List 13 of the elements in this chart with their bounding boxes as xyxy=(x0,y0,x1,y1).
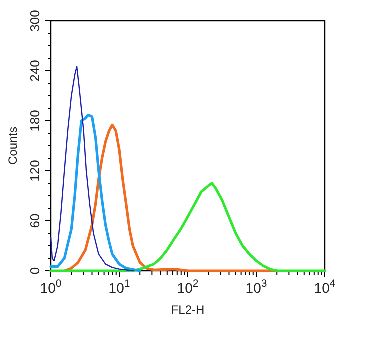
y-tick-label: 300 xyxy=(28,10,43,32)
x-tick-label: 10$^{1}$ xyxy=(108,278,130,296)
x-tick-label: 10$^{2}$ xyxy=(177,278,199,296)
y-tick-label: 60 xyxy=(28,214,43,228)
x-tick-label: 10$^{3}$ xyxy=(246,278,268,296)
x-axis-title: FL2-H xyxy=(171,303,205,317)
y-tick-label: 0 xyxy=(28,267,43,275)
y-tick-label: 120 xyxy=(28,160,43,182)
y-axis-title: Counts xyxy=(6,126,20,166)
y-tick-label: 240 xyxy=(28,60,43,82)
y-tick-label: 180 xyxy=(28,110,43,132)
x-tick-label: 10$^{4}$ xyxy=(314,278,336,296)
x-tick-label: 10$^{0}$ xyxy=(40,278,62,296)
